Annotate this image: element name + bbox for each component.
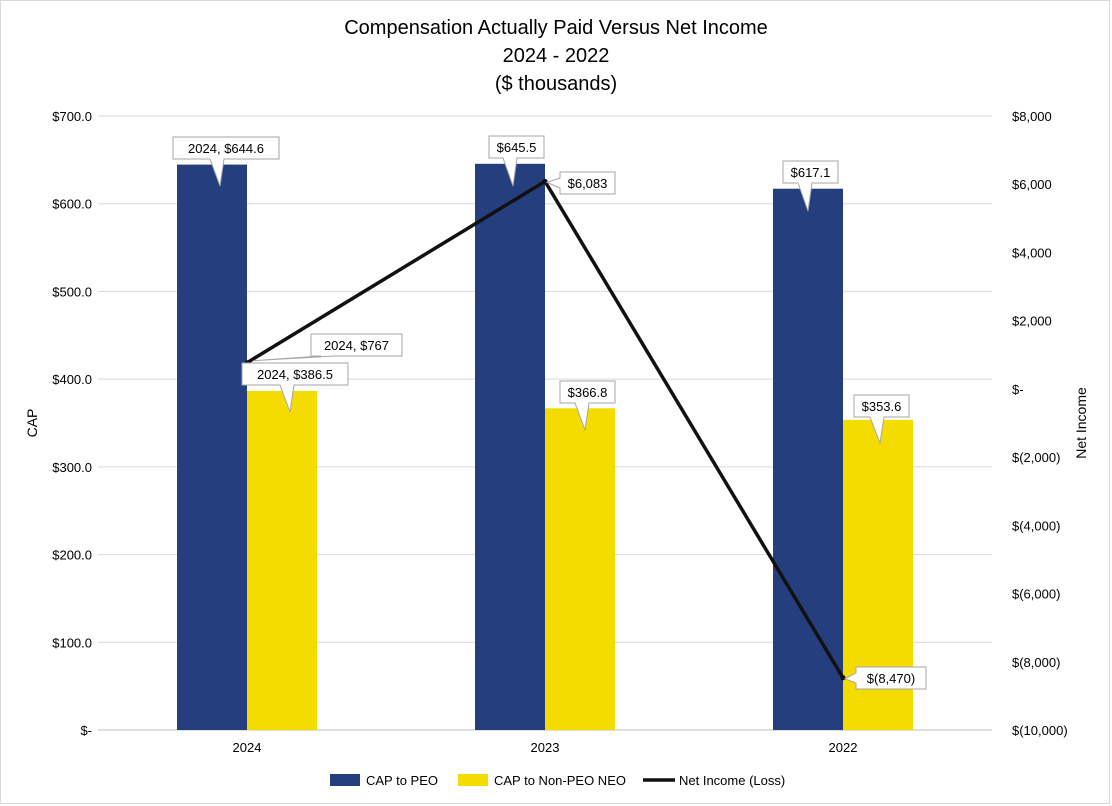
y-axis-tick-label: $500.0: [52, 284, 92, 299]
data-label-cap-non-peo: 2024, $386.5: [257, 367, 333, 382]
chart-title-line: 2024 - 2022: [503, 45, 610, 67]
y-axis-tick-label: $600.0: [52, 197, 92, 212]
data-label-net-income-box: [545, 171, 616, 195]
chart-title-line: ($ thousands): [495, 73, 617, 95]
y2-axis-tick-label: $2,000: [1012, 314, 1052, 329]
bar-cap-peo: [773, 188, 843, 730]
y-axis-tick-label: $400.0: [52, 372, 92, 387]
data-label-cap-non-peo-box: [241, 362, 349, 413]
data-label-cap-non-peo-box: [853, 394, 910, 445]
data-label-cap-peo-box: [488, 135, 545, 187]
y-axis-tick-label: $200.0: [52, 548, 92, 563]
x-axis-tick-label: 2024: [233, 740, 262, 755]
y2-axis-tick-label: $(10,000): [1012, 723, 1068, 738]
y-axis-title: CAP: [24, 409, 40, 438]
data-label-net-income-box: [252, 333, 403, 362]
legend-label: Net Income (Loss): [679, 773, 785, 788]
net-income-point: [542, 178, 548, 184]
y2-axis-tick-label: $(2,000): [1012, 450, 1060, 465]
data-label-net-income: $6,083: [568, 176, 608, 191]
y-axis-tick-label: $-: [80, 723, 92, 738]
y2-axis-title: Net Income: [1073, 387, 1089, 459]
y2-axis-tick-label: $-: [1012, 382, 1024, 397]
legend-swatch: [330, 774, 360, 786]
y2-axis-tick-label: $8,000: [1012, 109, 1052, 124]
bar-cap-non-peo: [247, 390, 317, 730]
data-label-cap-peo-box: [782, 160, 839, 212]
data-label-cap-non-peo-box: [559, 380, 616, 431]
data-label-net-income-box: [843, 666, 927, 690]
data-label-net-income: $(8,470): [867, 671, 915, 686]
legend-swatch: [458, 774, 488, 786]
legend-label: CAP to PEO: [366, 773, 438, 788]
y-axis-tick-label: $700.0: [52, 109, 92, 124]
y-axis-tick-label: $100.0: [52, 635, 92, 650]
bar-cap-non-peo: [545, 408, 615, 730]
data-label-cap-peo: $617.1: [791, 165, 831, 180]
y2-axis-tick-label: $6,000: [1012, 177, 1052, 192]
y-axis-tick-label: $300.0: [52, 460, 92, 475]
bar-cap-peo: [475, 163, 545, 730]
data-label-cap-peo-box: [172, 136, 280, 187]
data-label-cap-peo: 2024, $644.6: [188, 141, 264, 156]
x-axis-tick-label: 2022: [829, 740, 858, 755]
data-label-cap-peo: $645.5: [497, 140, 537, 155]
y2-axis-tick-label: $(6,000): [1012, 587, 1060, 602]
y2-axis-tick-label: $4,000: [1012, 245, 1052, 260]
y2-axis-tick-label: $(4,000): [1012, 518, 1060, 533]
chart-title-line: Compensation Actually Paid Versus Net In…: [344, 17, 768, 39]
data-label-cap-non-peo: $366.8: [568, 385, 608, 400]
net-income-point: [840, 675, 846, 681]
data-label-net-income: 2024, $767: [324, 338, 389, 353]
data-label-cap-non-peo: $353.6: [862, 399, 902, 414]
legend-label: CAP to Non-PEO NEO: [494, 773, 626, 788]
y2-axis-tick-label: $(8,000): [1012, 655, 1060, 670]
x-axis-tick-label: 2023: [531, 740, 560, 755]
bar-cap-peo: [177, 164, 247, 730]
